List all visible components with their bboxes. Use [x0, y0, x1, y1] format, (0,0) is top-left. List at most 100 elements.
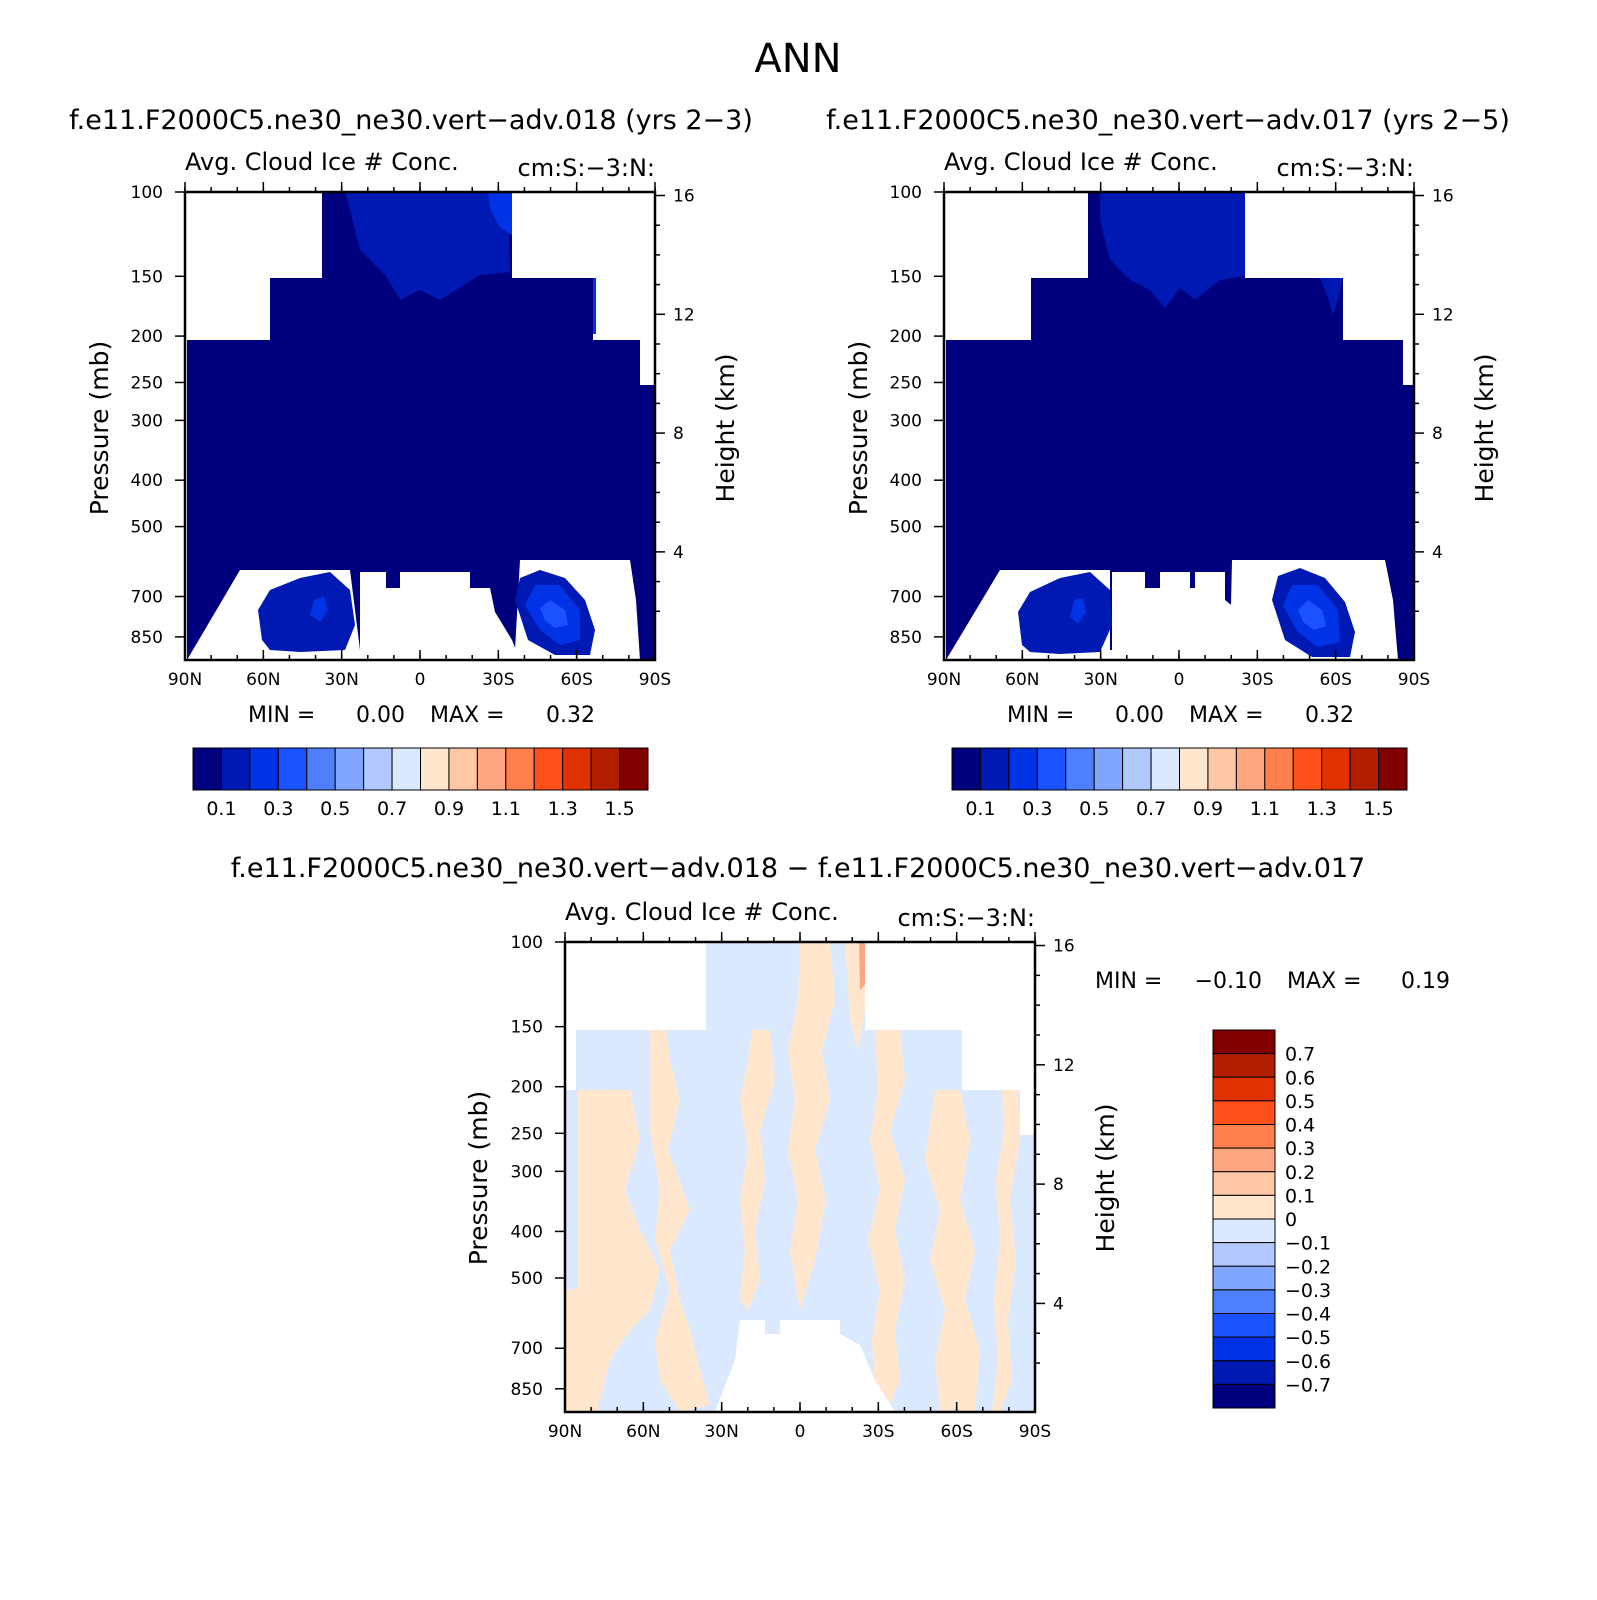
y2-tick-label: 16: [1432, 187, 1454, 207]
colorbar-swatch: [951, 747, 981, 791]
colorbar-swatch: [505, 747, 535, 791]
panel-3-pos-mid-2: [788, 942, 835, 1310]
colorbar-swatch: [1292, 747, 1323, 791]
panel-2-fill-sh-core: [1298, 600, 1326, 630]
y2-tick-label: 8: [1053, 1175, 1064, 1195]
panel-3-pos-left-3: [566, 1285, 610, 1412]
colorbar-swatch: [1212, 1289, 1276, 1314]
colorbar-label: 0.7: [377, 798, 407, 820]
x-tick-label: 60S: [1319, 670, 1351, 690]
panel-1-field-base: [187, 192, 655, 660]
panel-1-fill-upper: [345, 192, 510, 300]
y-tick-label: 500: [131, 518, 163, 538]
panel-2-var-title: Avg. Cloud Ice # Conc.: [944, 148, 1218, 176]
panel-2-min-label: MIN =: [1007, 703, 1074, 728]
colorbar-swatch: [363, 747, 393, 791]
colorbar-swatch: [1212, 1242, 1276, 1267]
colorbar-swatch: [1212, 1029, 1276, 1055]
colorbar-label: 0.2: [1285, 1162, 1315, 1184]
y-tick-label: 850: [131, 628, 163, 648]
x-tick-label: 90N: [168, 670, 202, 690]
panel-2-fill-nh-core: [1070, 598, 1086, 624]
panel-1-var-title: Avg. Cloud Ice # Conc.: [185, 148, 459, 176]
y2-tick-label: 8: [1432, 424, 1443, 444]
colorbar-swatch: [1008, 747, 1038, 791]
panel-1-colorbar: 0.1 0.3 0.5 0.7 0.9 1.1 1.3 1.5: [192, 747, 649, 820]
x-tick-label: 90S: [1019, 1422, 1051, 1442]
x-tick-label: 60S: [560, 670, 592, 690]
y-tick-label: 200: [890, 327, 922, 347]
panel-2: f.e11.F2000C5.ne30_ne30.vert−adv.017 (yr…: [826, 105, 1510, 820]
colorbar-swatch: [619, 747, 649, 791]
colorbar-label: −0.1: [1285, 1233, 1331, 1255]
panel-1-min-value: 0.00: [356, 703, 405, 728]
colorbar-swatch: [277, 747, 308, 791]
panel-1-ylabel: Pressure (mb): [85, 341, 114, 515]
x-tick-label: 90S: [639, 670, 671, 690]
y-tick-label: 500: [511, 1269, 543, 1289]
y-tick-label: 150: [511, 1018, 543, 1038]
colorbar-swatch: [192, 747, 222, 791]
panel-1-max-value: 0.32: [546, 703, 595, 728]
figure-title: ANN: [754, 36, 841, 82]
y-tick-label: 100: [890, 183, 922, 203]
x-tick-label: 60N: [1005, 670, 1039, 690]
colorbar-swatch: [1065, 747, 1095, 791]
colorbar-label: 0.3: [1022, 798, 1052, 820]
panel-3-ground: [715, 1320, 895, 1412]
x-tick-label: 30N: [704, 1422, 738, 1442]
x-tick-label: 60S: [940, 1422, 972, 1442]
panel-3-min-value: −0.10: [1195, 969, 1262, 994]
panel-1-minmax: MIN = 0.00 MAX = 0.32: [248, 703, 595, 728]
y-tick-label: 850: [890, 628, 922, 648]
y-tick-label: 400: [890, 471, 922, 491]
colorbar-label: 1.3: [1307, 798, 1337, 820]
panel-2-case-title: f.e11.F2000C5.ne30_ne30.vert−adv.017 (yr…: [826, 105, 1510, 136]
colorbar-swatch: [533, 747, 564, 791]
panel-3-pos-right-1: [868, 1030, 905, 1405]
panel-2-fill-upper: [1100, 192, 1245, 308]
panel-2-fill-edge: [1320, 278, 1343, 315]
x-tick-label: 0: [415, 670, 426, 690]
panel-2-y2label: Height (km): [1470, 354, 1499, 503]
panel-3-units: cm:S:−3:N:: [898, 904, 1035, 932]
panel-2-max-label: MAX =: [1189, 703, 1264, 728]
colorbar-label: 1.1: [491, 798, 521, 820]
colorbar-label: −0.6: [1285, 1351, 1331, 1373]
panel-2-max-value: 0.32: [1305, 703, 1354, 728]
panel-2-units: cm:S:−3:N:: [1277, 154, 1414, 182]
panel-1-min-label: MIN =: [248, 703, 315, 728]
colorbar-label: 1.1: [1250, 798, 1280, 820]
colorbar-swatch: [420, 747, 450, 791]
panel-1-fill-upper-edge: [488, 192, 512, 235]
colorbar-label: 0.9: [434, 798, 464, 820]
colorbar-swatch: [1212, 1336, 1276, 1362]
panel-1-y2label: Height (km): [711, 354, 740, 503]
panel-3-ylabel: Pressure (mb): [464, 1091, 493, 1265]
colorbar-swatch: [1093, 747, 1124, 791]
y2-tick-label: 8: [673, 424, 684, 444]
x-tick-label: 30S: [1241, 670, 1273, 690]
panel-3-y2label: Height (km): [1091, 1104, 1120, 1253]
y-tick-label: 250: [890, 373, 922, 393]
y-tick-label: 700: [890, 588, 922, 608]
panel-1: f.e11.F2000C5.ne30_ne30.vert−adv.018 (yr…: [69, 105, 753, 820]
colorbar-label: 0.5: [1285, 1091, 1315, 1113]
colorbar-swatch: [249, 747, 279, 791]
x-tick-label: 60N: [246, 670, 280, 690]
panel-2-ground: [1112, 572, 1280, 660]
y-tick-label: 100: [511, 933, 543, 953]
colorbar-swatch: [1349, 747, 1380, 791]
colorbar-label: −0.3: [1285, 1280, 1331, 1302]
colorbar-label: −0.5: [1285, 1327, 1331, 1349]
x-tick-label: 90N: [927, 670, 961, 690]
panel-2-fill-nh-blob: [1018, 572, 1112, 654]
colorbar-swatch: [1122, 747, 1152, 791]
colorbar-label: −0.2: [1285, 1256, 1331, 1278]
y-tick-label: 400: [131, 471, 163, 491]
x-tick-label: 0: [1174, 670, 1185, 690]
colorbar-swatch: [1212, 1053, 1276, 1078]
y2-tick-label: 16: [1053, 937, 1075, 957]
y2-tick-label: 4: [673, 543, 684, 563]
